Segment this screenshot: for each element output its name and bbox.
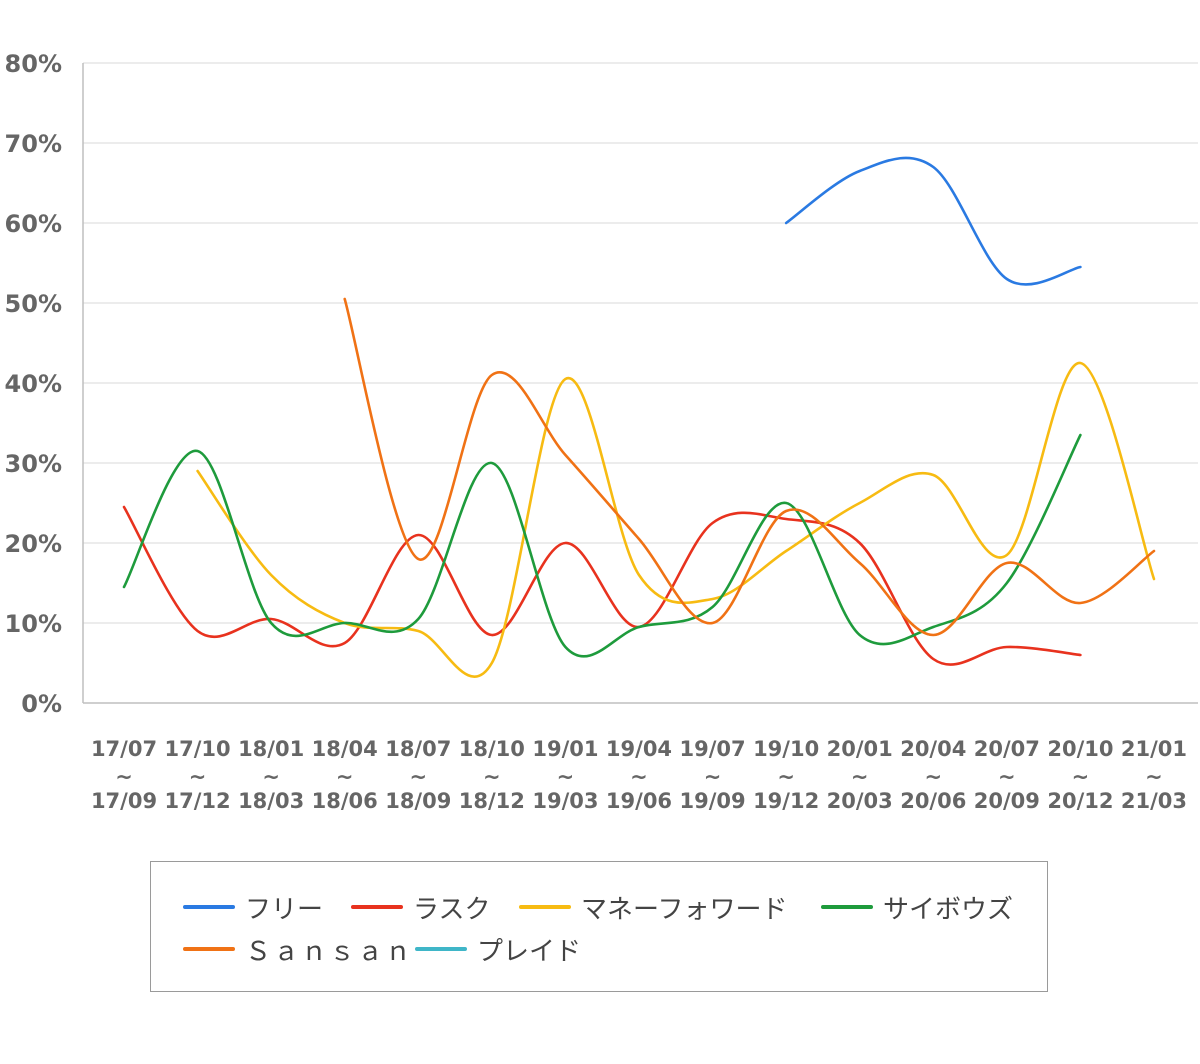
legend-label: フリー — [245, 894, 324, 925]
svg-text:20/10: 20/10 — [1047, 737, 1113, 761]
svg-text:~: ~ — [557, 765, 575, 789]
series-line-1 — [122, 505, 1082, 666]
svg-text:17/10: 17/10 — [165, 737, 231, 761]
svg-text:18/12: 18/12 — [459, 789, 525, 813]
svg-text:21/03: 21/03 — [1121, 789, 1187, 813]
svg-text:20/12: 20/12 — [1047, 789, 1113, 813]
legend-item: プレイド — [415, 934, 581, 967]
svg-text:19/10: 19/10 — [753, 737, 819, 761]
legend-item: サイボウズ — [821, 892, 1013, 925]
svg-text:~: ~ — [115, 765, 133, 789]
svg-text:21/01: 21/01 — [1121, 737, 1187, 761]
legend-label: Ｓａｎｓａｎ — [245, 936, 414, 967]
svg-text:~: ~ — [262, 765, 280, 789]
svg-text:18/06: 18/06 — [312, 789, 378, 813]
svg-text:~: ~ — [1072, 765, 1090, 789]
legend-swatch — [821, 905, 873, 909]
legend-label: ラスク — [413, 894, 491, 925]
legend-item: マネーフォワード — [519, 892, 787, 925]
svg-text:19/01: 19/01 — [532, 737, 598, 761]
svg-text:18/09: 18/09 — [385, 789, 451, 813]
svg-text:20/09: 20/09 — [974, 789, 1040, 813]
legend-item: Ｓａｎｓａｎ — [183, 934, 413, 967]
x-axis-ticks: 17/07 ~17/09 17/10 ~17/12 18/01 ~18/03 18/04 ~1… — [91, 737, 1187, 813]
legend: フリー ラスク マネーフォワード サイボウズ Ｓａｎｓａｎ プレイド — [150, 861, 1048, 992]
svg-text:20/04: 20/04 — [900, 737, 966, 761]
svg-text:~: ~ — [336, 765, 354, 789]
svg-text:18/07: 18/07 — [385, 737, 451, 761]
legend-swatch — [415, 947, 467, 951]
x-tick-label: 20/01 ~20/03 — [827, 737, 893, 813]
svg-text:18/03: 18/03 — [238, 789, 304, 813]
svg-text:~: ~ — [704, 765, 722, 789]
x-tick-label: 19/10 ~19/12 — [753, 737, 819, 813]
svg-text:~: ~ — [630, 765, 648, 789]
svg-text:19/09: 19/09 — [679, 789, 745, 813]
x-tick-label: 17/10 ~17/12 — [165, 737, 231, 813]
legend-swatch — [351, 905, 403, 909]
x-tick-label: 20/10 ~20/12 — [1047, 737, 1113, 813]
legend-label: マネーフォワード — [581, 894, 788, 925]
svg-text:17/09: 17/09 — [91, 789, 157, 813]
y-tick-label: 40% — [5, 370, 62, 398]
line-chart: 0%10%20%30%40%50%60%70%80% 17/07~17/0917… — [5, 50, 1198, 813]
svg-text:~: ~ — [851, 765, 869, 789]
svg-text:20/06: 20/06 — [900, 789, 966, 813]
legend-item: フリー — [183, 892, 323, 925]
series-lines — [122, 156, 1156, 678]
legend-swatch — [183, 905, 235, 909]
y-tick-label: 20% — [5, 530, 62, 558]
svg-text:19/06: 19/06 — [606, 789, 672, 813]
x-tick-label: 17/07 ~17/09 — [91, 737, 157, 813]
x-tick-label: 18/04 ~18/06 — [312, 737, 378, 813]
svg-text:~: ~ — [924, 765, 942, 789]
series-line-2 — [196, 361, 1156, 678]
y-tick-label: 30% — [5, 450, 62, 478]
x-tick-label: 19/07 ~19/09 — [679, 737, 745, 813]
y-tick-label: 60% — [5, 210, 62, 238]
svg-text:~: ~ — [1145, 765, 1163, 789]
svg-text:~: ~ — [777, 765, 795, 789]
x-tick-label: 19/04 ~19/06 — [606, 737, 672, 813]
legend-swatch — [183, 947, 235, 951]
x-tick-label: 20/04 ~20/06 — [900, 737, 966, 813]
legend-label: サイボウズ — [883, 894, 1014, 925]
legend-label: プレイド — [477, 936, 582, 967]
y-tick-label: 10% — [5, 610, 62, 638]
svg-text:~: ~ — [483, 765, 501, 789]
legend-item: ラスク — [351, 892, 490, 925]
legend-swatch — [519, 905, 571, 909]
svg-text:20/01: 20/01 — [827, 737, 893, 761]
series-line-3 — [122, 433, 1082, 658]
y-axis-ticks: 0% 10% 20% 30% 40% 50% 60% 70% 80% — [5, 50, 62, 718]
svg-text:18/01: 18/01 — [238, 737, 304, 761]
x-tick-label: 18/07 ~18/09 — [385, 737, 451, 813]
x-tick-label: 18/01 ~18/03 — [238, 737, 304, 813]
svg-text:~: ~ — [409, 765, 427, 789]
svg-text:19/04: 19/04 — [606, 737, 672, 761]
svg-text:17/12: 17/12 — [165, 789, 231, 813]
svg-text:19/07: 19/07 — [679, 737, 745, 761]
gridlines — [82, 62, 1198, 704]
svg-text:20/03: 20/03 — [827, 789, 893, 813]
series-line-4 — [343, 297, 1156, 637]
svg-text:18/04: 18/04 — [312, 737, 378, 761]
x-tick-label: 20/07 ~20/09 — [974, 737, 1040, 813]
x-tick-label: 19/01 ~19/03 — [532, 737, 598, 813]
series-line-0 — [784, 156, 1082, 286]
svg-text:~: ~ — [998, 765, 1016, 789]
svg-text:19/12: 19/12 — [753, 789, 819, 813]
y-tick-label: 0% — [21, 690, 62, 718]
y-tick-label: 70% — [5, 130, 62, 158]
x-tick-label: 18/10 ~18/12 — [459, 737, 525, 813]
svg-text:~: ~ — [189, 765, 207, 789]
svg-text:20/07: 20/07 — [974, 737, 1040, 761]
svg-text:18/10: 18/10 — [459, 737, 525, 761]
x-tick-label: 21/01 ~21/03 — [1121, 737, 1187, 813]
y-tick-label: 80% — [5, 50, 62, 78]
svg-text:19/03: 19/03 — [532, 789, 598, 813]
y-tick-label: 50% — [5, 290, 62, 318]
svg-text:17/07: 17/07 — [91, 737, 157, 761]
